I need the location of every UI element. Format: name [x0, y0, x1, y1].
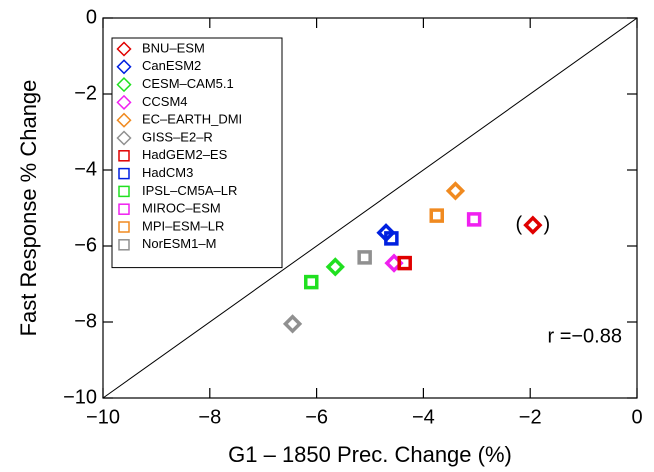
x-tick-label: −2	[519, 406, 542, 428]
data-point	[282, 314, 303, 334]
legend-marker	[118, 185, 130, 198]
legend-label: MPI–ESM–LR	[142, 218, 224, 233]
legend-label: CCSM4	[142, 94, 188, 109]
legend-label: IPSL–CM5A–LR	[142, 183, 237, 198]
data-point	[445, 181, 466, 201]
legend-marker	[118, 150, 130, 162]
data-point	[357, 250, 372, 265]
y-tick-label: −2	[74, 82, 97, 104]
x-tick-label: −8	[198, 406, 221, 428]
legend-marker	[116, 112, 132, 128]
data-point	[397, 255, 412, 271]
x-tick-label: −4	[412, 406, 435, 428]
bracket: )	[544, 213, 551, 235]
y-tick-label: 0	[86, 6, 97, 28]
legend-label: HadGEM2–ES	[142, 147, 228, 162]
y-tick-label: −6	[74, 234, 97, 256]
x-tick-label: −10	[86, 406, 120, 428]
data-point	[384, 231, 399, 246]
legend-marker	[116, 94, 132, 110]
legend-label: BNU–ESM	[142, 40, 205, 55]
legend-box	[111, 37, 283, 269]
legend-label: NorESM1–M	[142, 236, 216, 251]
legend-marker	[118, 167, 130, 180]
legend-marker	[118, 203, 130, 215]
data-point	[523, 215, 543, 235]
data-point	[429, 208, 444, 223]
bracket: (	[516, 213, 523, 235]
y-tick-label: −10	[63, 386, 97, 408]
plot-frame	[102, 17, 638, 399]
legend-label: EC–EARTH_DMI	[142, 112, 242, 127]
x-axis-label: G1 – 1850 Prec. Change (%)	[228, 442, 512, 467]
legend-marker	[116, 77, 132, 93]
y-axis-label: Fast Response % Change	[16, 80, 41, 337]
legend-marker	[118, 221, 130, 233]
data-point	[325, 257, 345, 277]
data-point	[304, 274, 319, 290]
legend-label: MIROC–ESM	[142, 201, 221, 216]
legend-marker	[118, 239, 130, 251]
x-tick-label: 0	[631, 406, 642, 428]
legend-marker	[116, 59, 132, 75]
x-tick-label: −6	[305, 406, 328, 428]
legend-label: CanESM2	[142, 58, 201, 73]
identity-line	[102, 17, 638, 399]
legend-label: GISS–E2–R	[142, 129, 213, 144]
legend-label: HadCM3	[142, 165, 193, 180]
y-tick-label: −8	[74, 310, 97, 332]
annotation: r =−0.88	[547, 325, 622, 347]
legend-marker	[116, 130, 132, 146]
y-tick-label: −4	[74, 158, 97, 180]
legend-label: CESM–CAM5.1	[142, 76, 234, 91]
legend-marker	[116, 41, 132, 57]
data-point	[466, 212, 482, 227]
